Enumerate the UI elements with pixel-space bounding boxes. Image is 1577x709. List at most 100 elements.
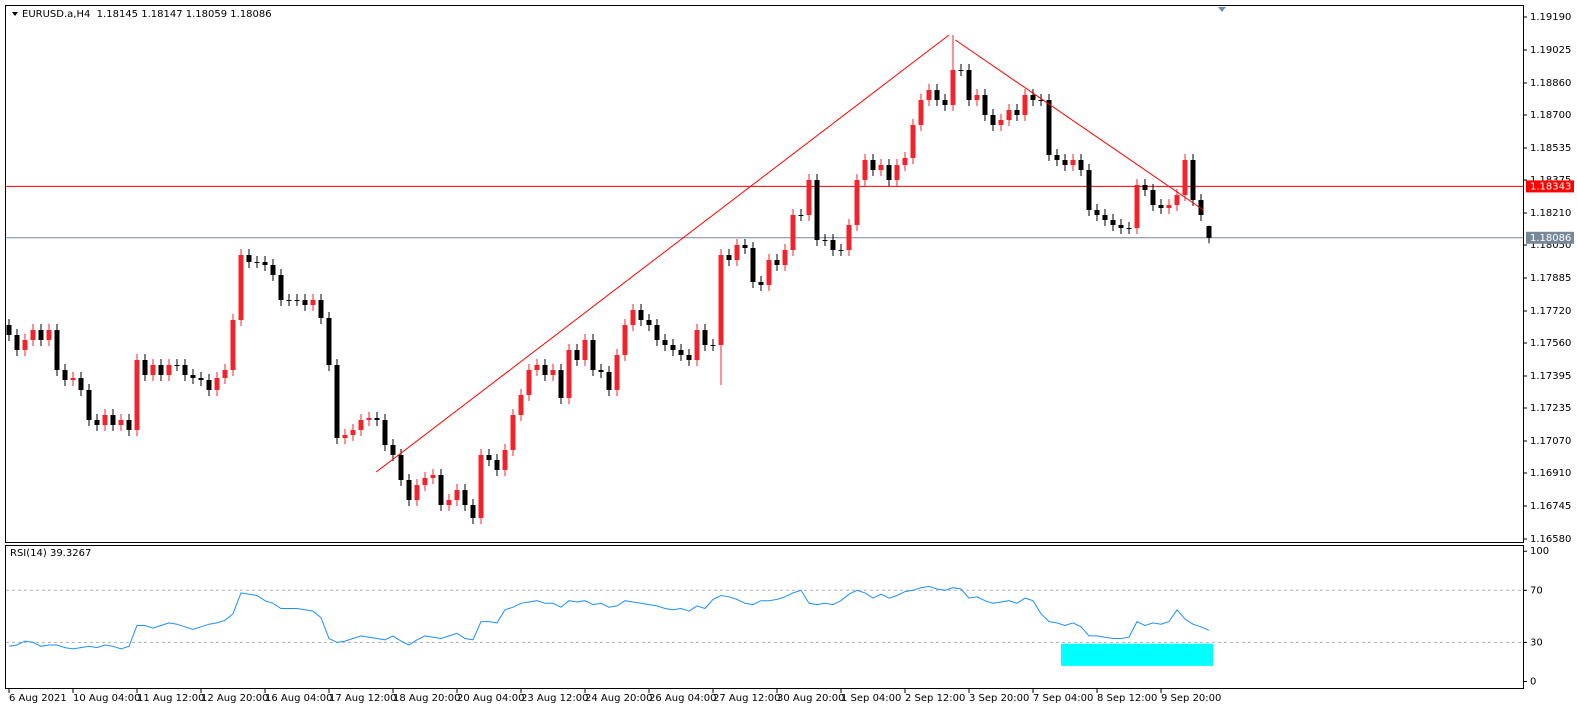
y-tick-label: 1.18860 [1530,78,1571,89]
candle-body [470,505,476,518]
candle-body [646,320,652,325]
candle-body [542,365,548,375]
candle-body [774,260,780,265]
x-tick-label: 20 Aug 04:00 [457,693,524,704]
candle-body [1030,95,1036,100]
candle-body [654,325,660,340]
y-tick-label: 1.18535 [1530,143,1571,154]
candle-body [798,215,804,216]
candle-body [502,450,508,470]
candle-body [838,250,844,251]
candle-body [534,365,540,370]
y-tick-label: 1.16580 [1530,534,1571,545]
candle-body [662,340,668,345]
candle-body [622,325,628,355]
candle-body [6,325,12,335]
candle-body [966,70,972,100]
candle-body [14,335,20,350]
candle-body [526,370,532,395]
candle-body [1110,220,1116,225]
candle-body [222,370,228,378]
shift-marker[interactable] [1218,7,1226,12]
candle-body [1206,226,1212,238]
candle-body [670,345,676,350]
candle-body [718,255,724,345]
candle-body [494,460,500,470]
candle-body [886,165,892,180]
candle-body [510,415,516,450]
candle-body [702,330,708,345]
x-tick-label: 17 Aug 12:00 [329,693,396,704]
candle-body [110,415,116,425]
y-tick-label: 1.19025 [1530,45,1571,56]
x-tick-label: 11 Aug 12:00 [137,693,204,704]
candle-body [974,95,980,100]
candle-body [1022,95,1028,115]
rsi-line [8,585,1210,650]
candle-body [782,250,788,265]
candle-body [446,500,452,505]
candle-body [22,340,28,350]
candle-body [278,275,284,300]
y-tick-label: 1.17560 [1530,338,1571,349]
candle-body [1014,110,1020,115]
candle-body [78,378,84,390]
candle-body [1070,160,1076,165]
x-tick-label: 7 Sep 04:00 [1033,693,1093,704]
candle-body [750,248,756,282]
x-tick-label: 27 Aug 12:00 [713,693,780,704]
candle-body [358,420,364,430]
candle-body [102,415,108,425]
candle-body [174,365,180,366]
y-tick-label: 1.17235 [1530,403,1571,414]
candle-body [230,320,236,370]
candle-body [286,300,292,301]
candle-body [726,255,732,260]
candle-body [486,455,492,460]
rsi-tick-label: 0 [1530,676,1536,687]
candle-body [710,345,716,346]
candle-body [942,100,948,105]
candle-body [30,330,36,340]
candle-body [982,95,988,115]
candle-body [830,240,836,250]
candle-body [566,350,572,398]
candle-body [758,282,764,285]
candle-body [238,255,244,320]
y-tick-label: 1.18050 [1530,240,1571,251]
candle-body [190,375,196,378]
candle-body [742,245,748,248]
candle-body [1038,100,1044,101]
candle-body [254,262,260,263]
candle-body [1126,228,1132,229]
candle-body [302,300,308,305]
y-tick-label: 1.18700 [1530,110,1571,121]
candle-body [934,90,940,100]
x-tick-label: 18 Aug 20:00 [393,693,460,704]
rsi-panel [5,545,1524,689]
candle-body [1054,155,1060,160]
candle-body [166,365,172,375]
x-tick-label: 2 Sep 12:00 [905,693,965,704]
candle-body [158,365,164,375]
candle-body [950,70,956,105]
menu-arrow[interactable] [12,12,18,16]
candle-body [558,370,564,398]
candle-body [390,445,396,455]
candle-body [94,420,100,425]
candle-body [334,365,340,438]
candle-body [870,160,876,170]
y-tick-label: 1.19190 [1530,12,1571,23]
candle-body [854,180,860,225]
rsi-tick-label: 30 [1530,637,1543,648]
candle-body [1118,225,1124,228]
candle-body [62,370,68,380]
candle-body [990,115,996,125]
candle-body [478,455,484,518]
candle-body [142,360,148,375]
candle-body [1046,100,1052,155]
candle-body [958,70,964,71]
x-tick-label: 1 Sep 04:00 [841,693,901,704]
y-tick-label: 1.17070 [1530,436,1571,447]
candle-body [214,378,220,390]
